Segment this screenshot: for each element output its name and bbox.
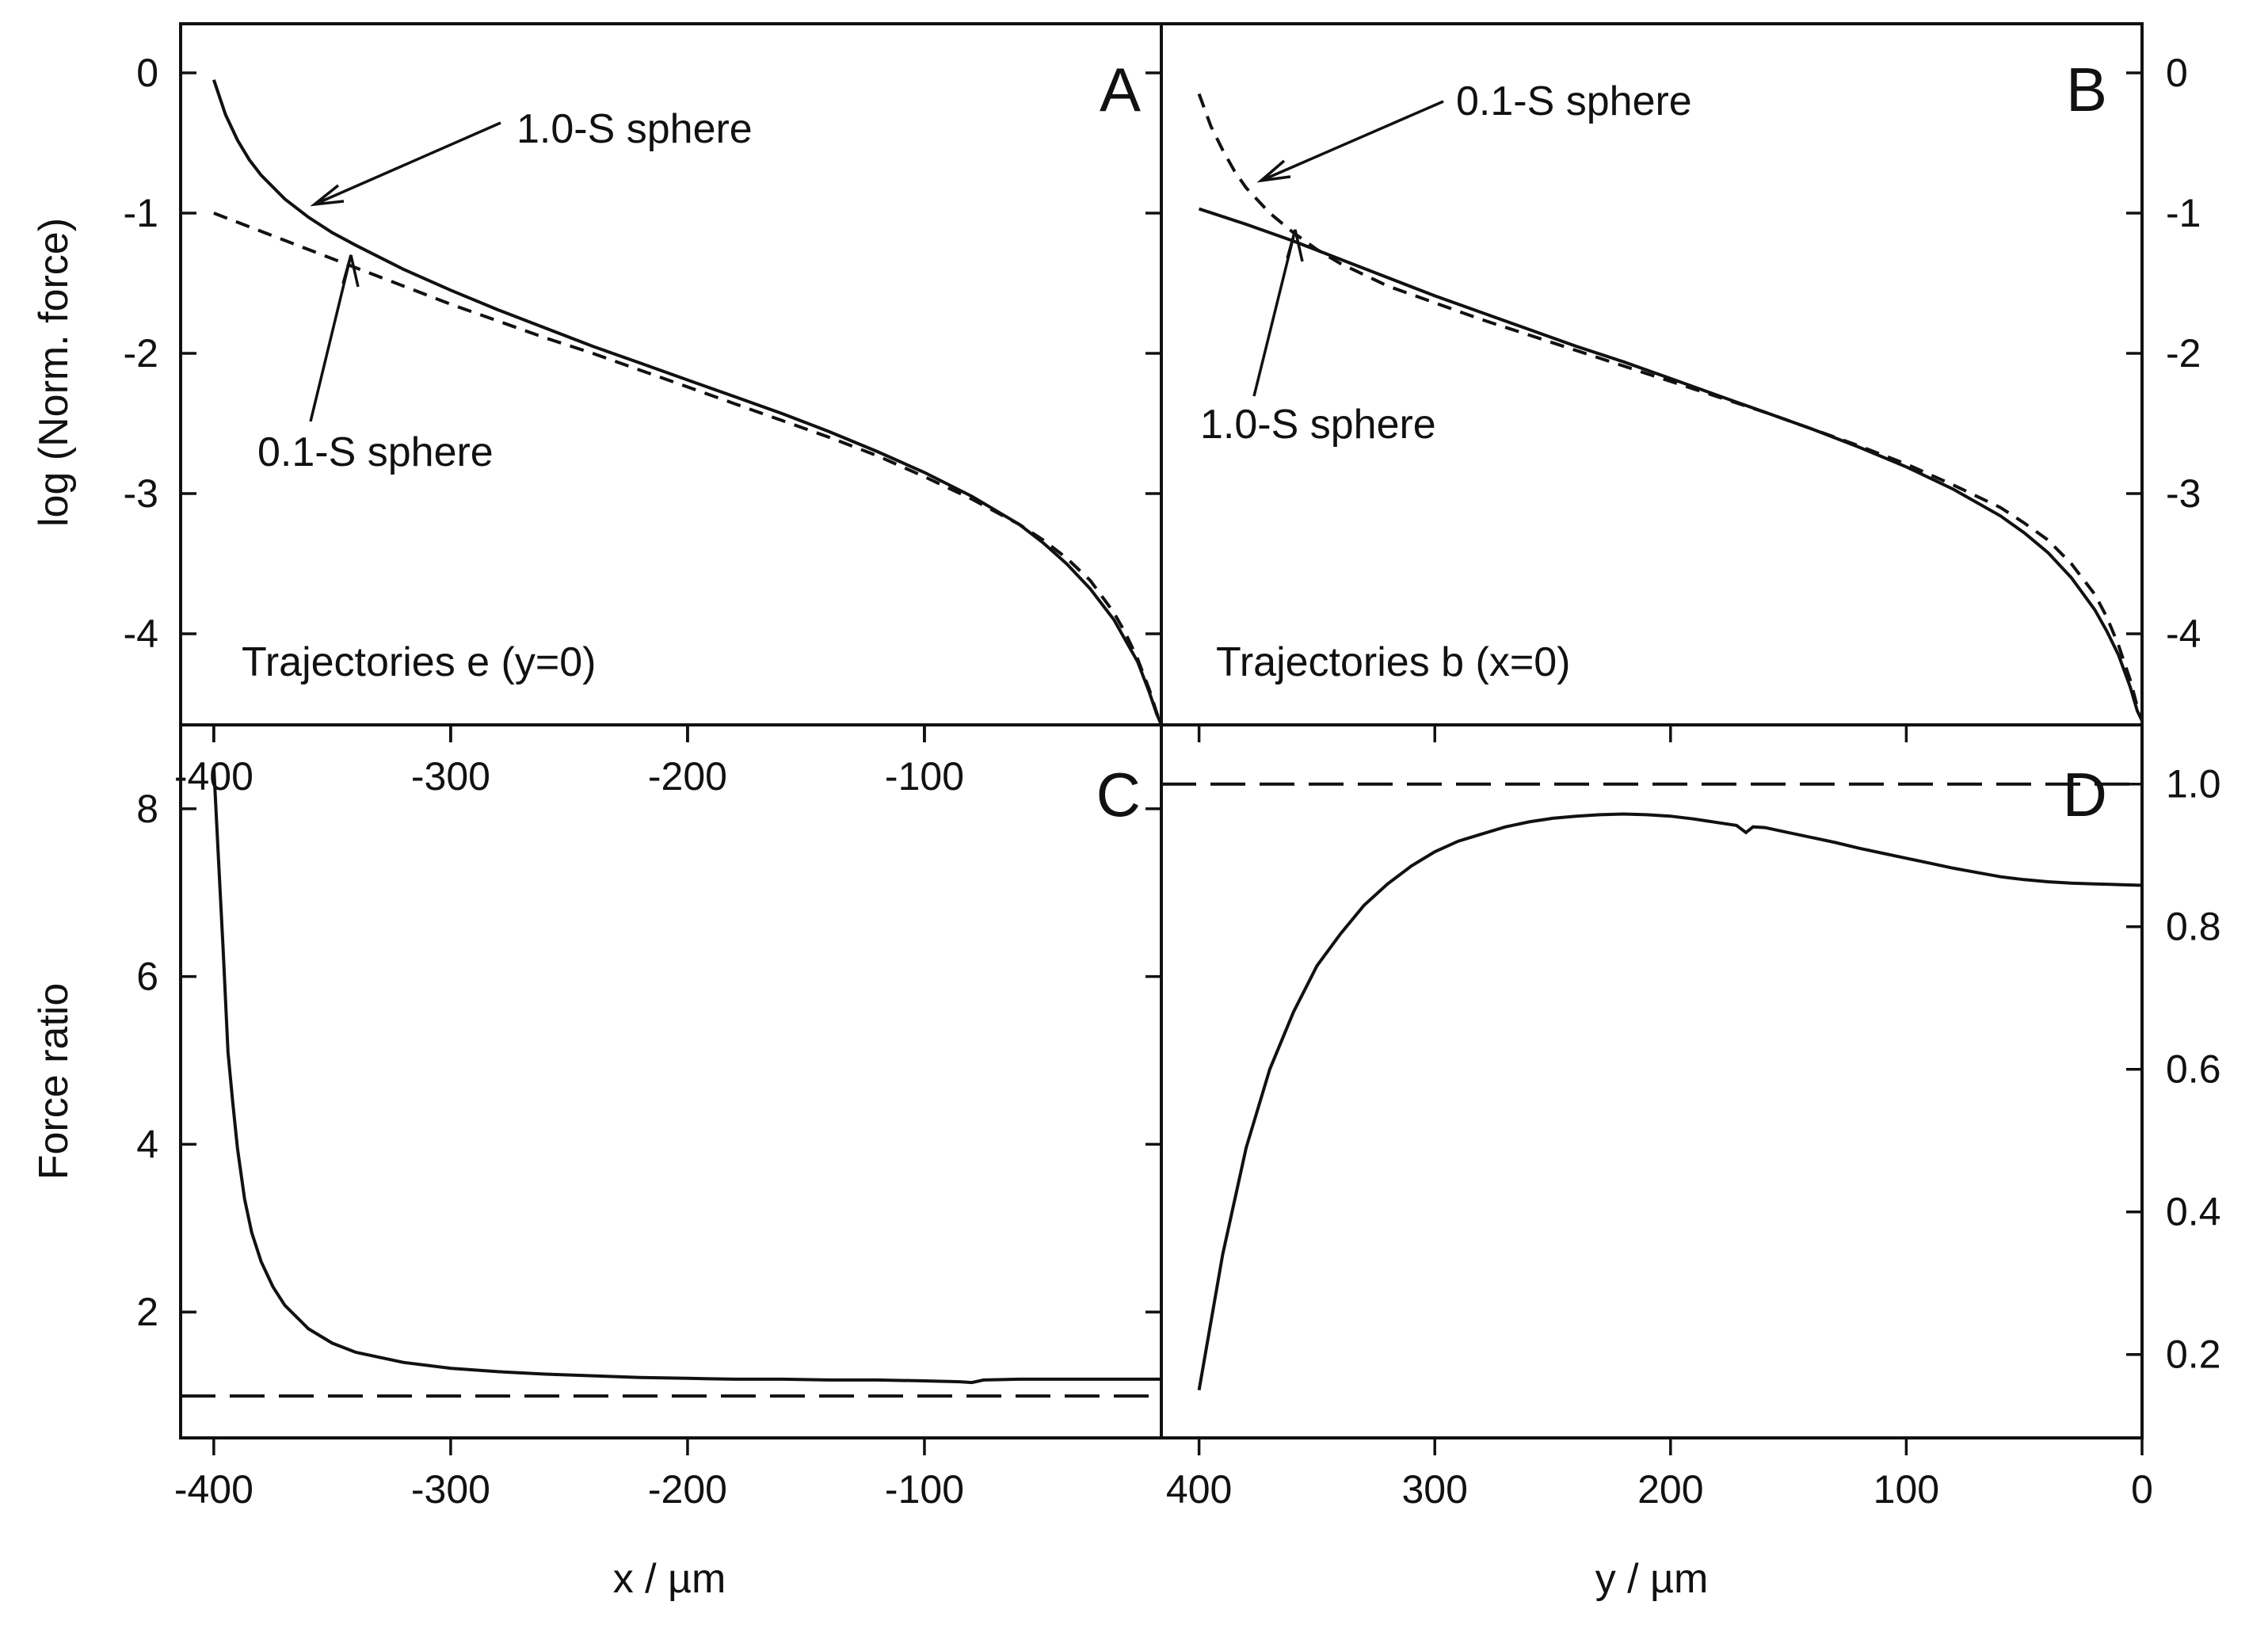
panel-b-series-solid-line — [1198, 207, 2144, 722]
annotation-b-1: 0.1-S sphere — [1456, 78, 1692, 124]
annotation-arrow-b-2 — [1252, 229, 1304, 397]
annotation-arrow-a-2 — [309, 254, 360, 422]
panel-d-xtick-label: 200 — [1637, 1467, 1703, 1512]
panel-d-ytick-label: 0.6 — [2166, 1047, 2221, 1092]
panel-a-ytick-label: 0 — [136, 51, 158, 95]
panel-d-ytick-label: 0.8 — [2166, 905, 2221, 949]
annotation-b-2: 1.0-S sphere — [1200, 402, 1436, 448]
panel-letter-d: D — [2063, 760, 2107, 829]
panel-c-ytick-label: 8 — [136, 787, 158, 831]
panel-d-series-solid-line — [1197, 812, 2143, 1391]
panel-a-ytick-label: -1 — [124, 191, 158, 235]
panel-a-xtick-label: -200 — [648, 754, 727, 799]
annotation-a-1: 1.0-S sphere — [516, 106, 753, 152]
panel-b-ytick-label: 0 — [2166, 51, 2188, 95]
panel-c-xlabel: x / µm — [613, 1556, 726, 1602]
panel-c-ytick-label: 6 — [136, 955, 158, 999]
panel-b-ytick-label: -4 — [2166, 612, 2201, 656]
panel-c-xtick-label: -200 — [648, 1467, 727, 1512]
panel-a-ytick-label: -4 — [124, 612, 158, 656]
panel-a-xtick-label: -300 — [411, 754, 490, 799]
panel-letter-a: A — [1100, 55, 1141, 124]
panel-c-xtick-label: -100 — [885, 1467, 964, 1512]
panel-c-ylabel: Force ratio — [31, 983, 77, 1180]
panel-d-ytick-label: 0.4 — [2166, 1190, 2221, 1234]
panel-a-series-solid-line — [212, 79, 1163, 726]
panel-c-series-solid-line — [212, 766, 1161, 1385]
panel-d-ytick-label: 1.0 — [2166, 762, 2221, 806]
panel-b: 0 -1 -2 -3 -4 — [1197, 51, 2201, 722]
panel-a-series-dashed-line — [213, 212, 1163, 726]
panel-c: 2 4 6 8 -400 -300 -200 -100 — [136, 725, 1161, 1512]
panel-letter-b: B — [2066, 55, 2107, 124]
panel-b-note: Trajectories b (x=0) — [1216, 639, 1570, 685]
panel-b-series-dashed-line — [1197, 93, 2144, 719]
panel-b-ytick-label: -2 — [2166, 331, 2201, 376]
panel-a-xtick-label: -100 — [885, 754, 964, 799]
panel-d-xtick-label: 400 — [1166, 1467, 1232, 1512]
panel-c-xtick-label: -400 — [174, 1467, 253, 1512]
panel-b-ytick-label: -1 — [2166, 191, 2201, 235]
panel-a-note: Trajectories e (y=0) — [242, 639, 596, 685]
panel-d: 1.0 0.8 0.6 0.4 0.2 400 300 200 100 0 — [1161, 725, 2221, 1512]
panel-a-ytick-label: -3 — [124, 471, 158, 516]
annotation-a-2: 0.1-S sphere — [257, 429, 494, 475]
panel-d-xlabel: y / µm — [1595, 1556, 1709, 1602]
annotation-arrow-b-1 — [1256, 100, 1444, 183]
panel-d-xtick-label: 100 — [1873, 1467, 1939, 1512]
panel-a: 0-1-2-3-4-400 -300 -200 -100 — [124, 51, 1163, 799]
annotation-arrow-a-1 — [310, 121, 501, 207]
panel-a-ytick-label: -2 — [124, 331, 158, 376]
panel-d-xtick-label: 300 — [1401, 1467, 1467, 1512]
panel-a-ylabel: log (Norm. force) — [31, 218, 77, 527]
panel-d-xtick-label: 0 — [2131, 1467, 2153, 1512]
panel-letter-c: C — [1096, 760, 1141, 829]
panel-d-ytick-label: 0.2 — [2166, 1333, 2221, 1377]
panel-c-xtick-label: -300 — [411, 1467, 490, 1512]
panel-c-ytick-label: 2 — [136, 1290, 158, 1334]
panel-c-ytick-label: 4 — [136, 1122, 158, 1166]
panel-b-ytick-label: -3 — [2166, 471, 2201, 516]
